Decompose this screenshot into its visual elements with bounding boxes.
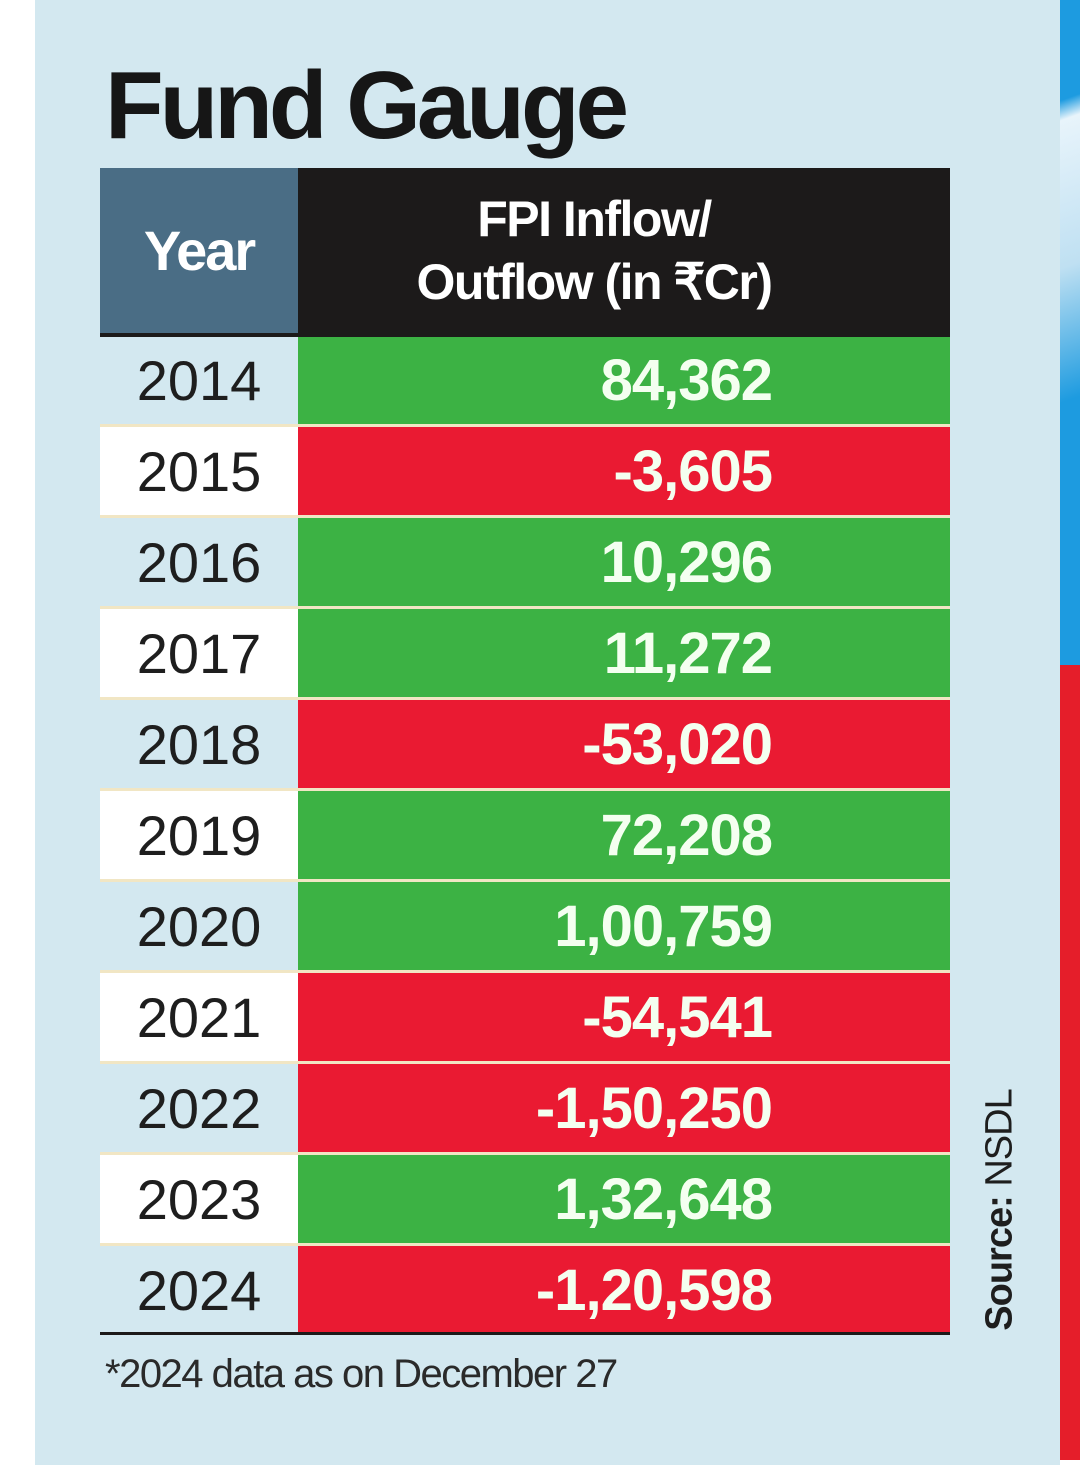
year-cell: 2020 xyxy=(100,882,298,970)
table-row: 2016 10,296 xyxy=(100,515,950,606)
year-cell: 2015 xyxy=(100,427,298,515)
value-cell: 1,00,759 xyxy=(298,882,950,970)
year-cell: 2024 xyxy=(100,1246,298,1334)
table-row: 2015 -3,605 xyxy=(100,424,950,515)
table-row: 2018 -53,020 xyxy=(100,697,950,788)
value-cell: 1,32,648 xyxy=(298,1155,950,1243)
value-cell: -54,541 xyxy=(298,973,950,1061)
footnote: *2024 data as on December 27 xyxy=(105,1352,618,1396)
year-cell: 2017 xyxy=(100,609,298,697)
adjacent-graphic-edge xyxy=(1060,0,1080,665)
table-row: 2017 11,272 xyxy=(100,606,950,697)
value-cell: -1,20,598 xyxy=(298,1246,950,1334)
year-cell: 2014 xyxy=(100,337,298,424)
year-cell: 2021 xyxy=(100,973,298,1061)
fpi-table: Year FPI Inflow/ Outflow (in ₹Cr) 2014 84… xyxy=(100,168,950,1334)
header-value-line2: Outflow (in ₹Cr) xyxy=(416,253,773,310)
source-label: Source: xyxy=(978,1196,1021,1331)
header-year: Year xyxy=(100,168,298,333)
value-cell: 84,362 xyxy=(298,337,950,424)
value-cell: 72,208 xyxy=(298,791,950,879)
table-row: 2019 72,208 xyxy=(100,788,950,879)
adjacent-graphic-edge-red xyxy=(1060,665,1080,1460)
table-row: 2022 -1,50,250 xyxy=(100,1061,950,1152)
source-note: Source: NSDL xyxy=(979,1089,1022,1330)
year-cell: 2018 xyxy=(100,700,298,788)
value-cell: -3,605 xyxy=(298,427,950,515)
table-bottom-rule xyxy=(100,1332,950,1335)
value-cell: 10,296 xyxy=(298,518,950,606)
table-header: Year FPI Inflow/ Outflow (in ₹Cr) xyxy=(100,168,950,333)
table-row: 2014 84,362 xyxy=(100,333,950,424)
header-value-line1: FPI Inflow/ xyxy=(477,191,712,247)
chart-title: Fund Gauge xyxy=(105,52,629,159)
value-cell: -53,020 xyxy=(298,700,950,788)
year-cell: 2023 xyxy=(100,1155,298,1243)
value-cell: 11,272 xyxy=(298,609,950,697)
table-body: 2014 84,362 2015 -3,605 2016 10,296 2017 11,272… xyxy=(100,333,950,1334)
source-value: NSDL xyxy=(978,1089,1021,1187)
value-cell: -1,50,250 xyxy=(298,1064,950,1152)
year-cell: 2019 xyxy=(100,791,298,879)
year-cell: 2016 xyxy=(100,518,298,606)
table-row: 2023 1,32,648 xyxy=(100,1152,950,1243)
table-row: 2024 -1,20,598 xyxy=(100,1243,950,1334)
year-cell: 2022 xyxy=(100,1064,298,1152)
header-value: FPI Inflow/ Outflow (in ₹Cr) xyxy=(298,168,950,333)
table-row: 2021 -54,541 xyxy=(100,970,950,1061)
table-row: 2020 1,00,759 xyxy=(100,879,950,970)
